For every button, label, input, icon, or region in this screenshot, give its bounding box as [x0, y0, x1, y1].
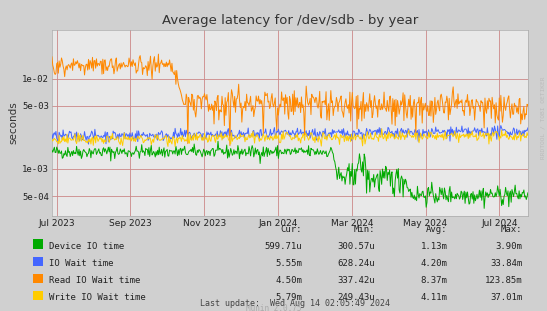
Text: 300.57u: 300.57u: [337, 242, 375, 251]
Text: 599.71u: 599.71u: [264, 242, 302, 251]
Text: Max:: Max:: [501, 225, 522, 234]
Text: Last update:  Wed Aug 14 02:05:49 2024: Last update: Wed Aug 14 02:05:49 2024: [200, 299, 391, 308]
Text: Munin 2.0.75: Munin 2.0.75: [246, 304, 301, 311]
Text: 4.11m: 4.11m: [421, 293, 447, 302]
Text: 249.43u: 249.43u: [337, 293, 375, 302]
Text: 3.90m: 3.90m: [496, 242, 522, 251]
Text: 33.84m: 33.84m: [490, 259, 522, 268]
Text: 5.55m: 5.55m: [275, 259, 302, 268]
Text: Read IO Wait time: Read IO Wait time: [49, 276, 141, 285]
Y-axis label: seconds: seconds: [8, 101, 18, 144]
Text: 337.42u: 337.42u: [337, 276, 375, 285]
Text: Device IO time: Device IO time: [49, 242, 125, 251]
Text: 37.01m: 37.01m: [490, 293, 522, 302]
Title: Average latency for /dev/sdb - by year: Average latency for /dev/sdb - by year: [162, 14, 418, 27]
Text: RRDTOOL / TOBI OETIKER: RRDTOOL / TOBI OETIKER: [541, 77, 546, 160]
Text: 8.37m: 8.37m: [421, 276, 447, 285]
Text: Cur:: Cur:: [281, 225, 302, 234]
Text: 4.20m: 4.20m: [421, 259, 447, 268]
Text: 5.79m: 5.79m: [275, 293, 302, 302]
Text: IO Wait time: IO Wait time: [49, 259, 114, 268]
Text: Write IO Wait time: Write IO Wait time: [49, 293, 146, 302]
Text: 123.85m: 123.85m: [485, 276, 522, 285]
Text: Min:: Min:: [353, 225, 375, 234]
Text: 1.13m: 1.13m: [421, 242, 447, 251]
Text: 628.24u: 628.24u: [337, 259, 375, 268]
Text: Avg:: Avg:: [426, 225, 447, 234]
Text: 4.50m: 4.50m: [275, 276, 302, 285]
